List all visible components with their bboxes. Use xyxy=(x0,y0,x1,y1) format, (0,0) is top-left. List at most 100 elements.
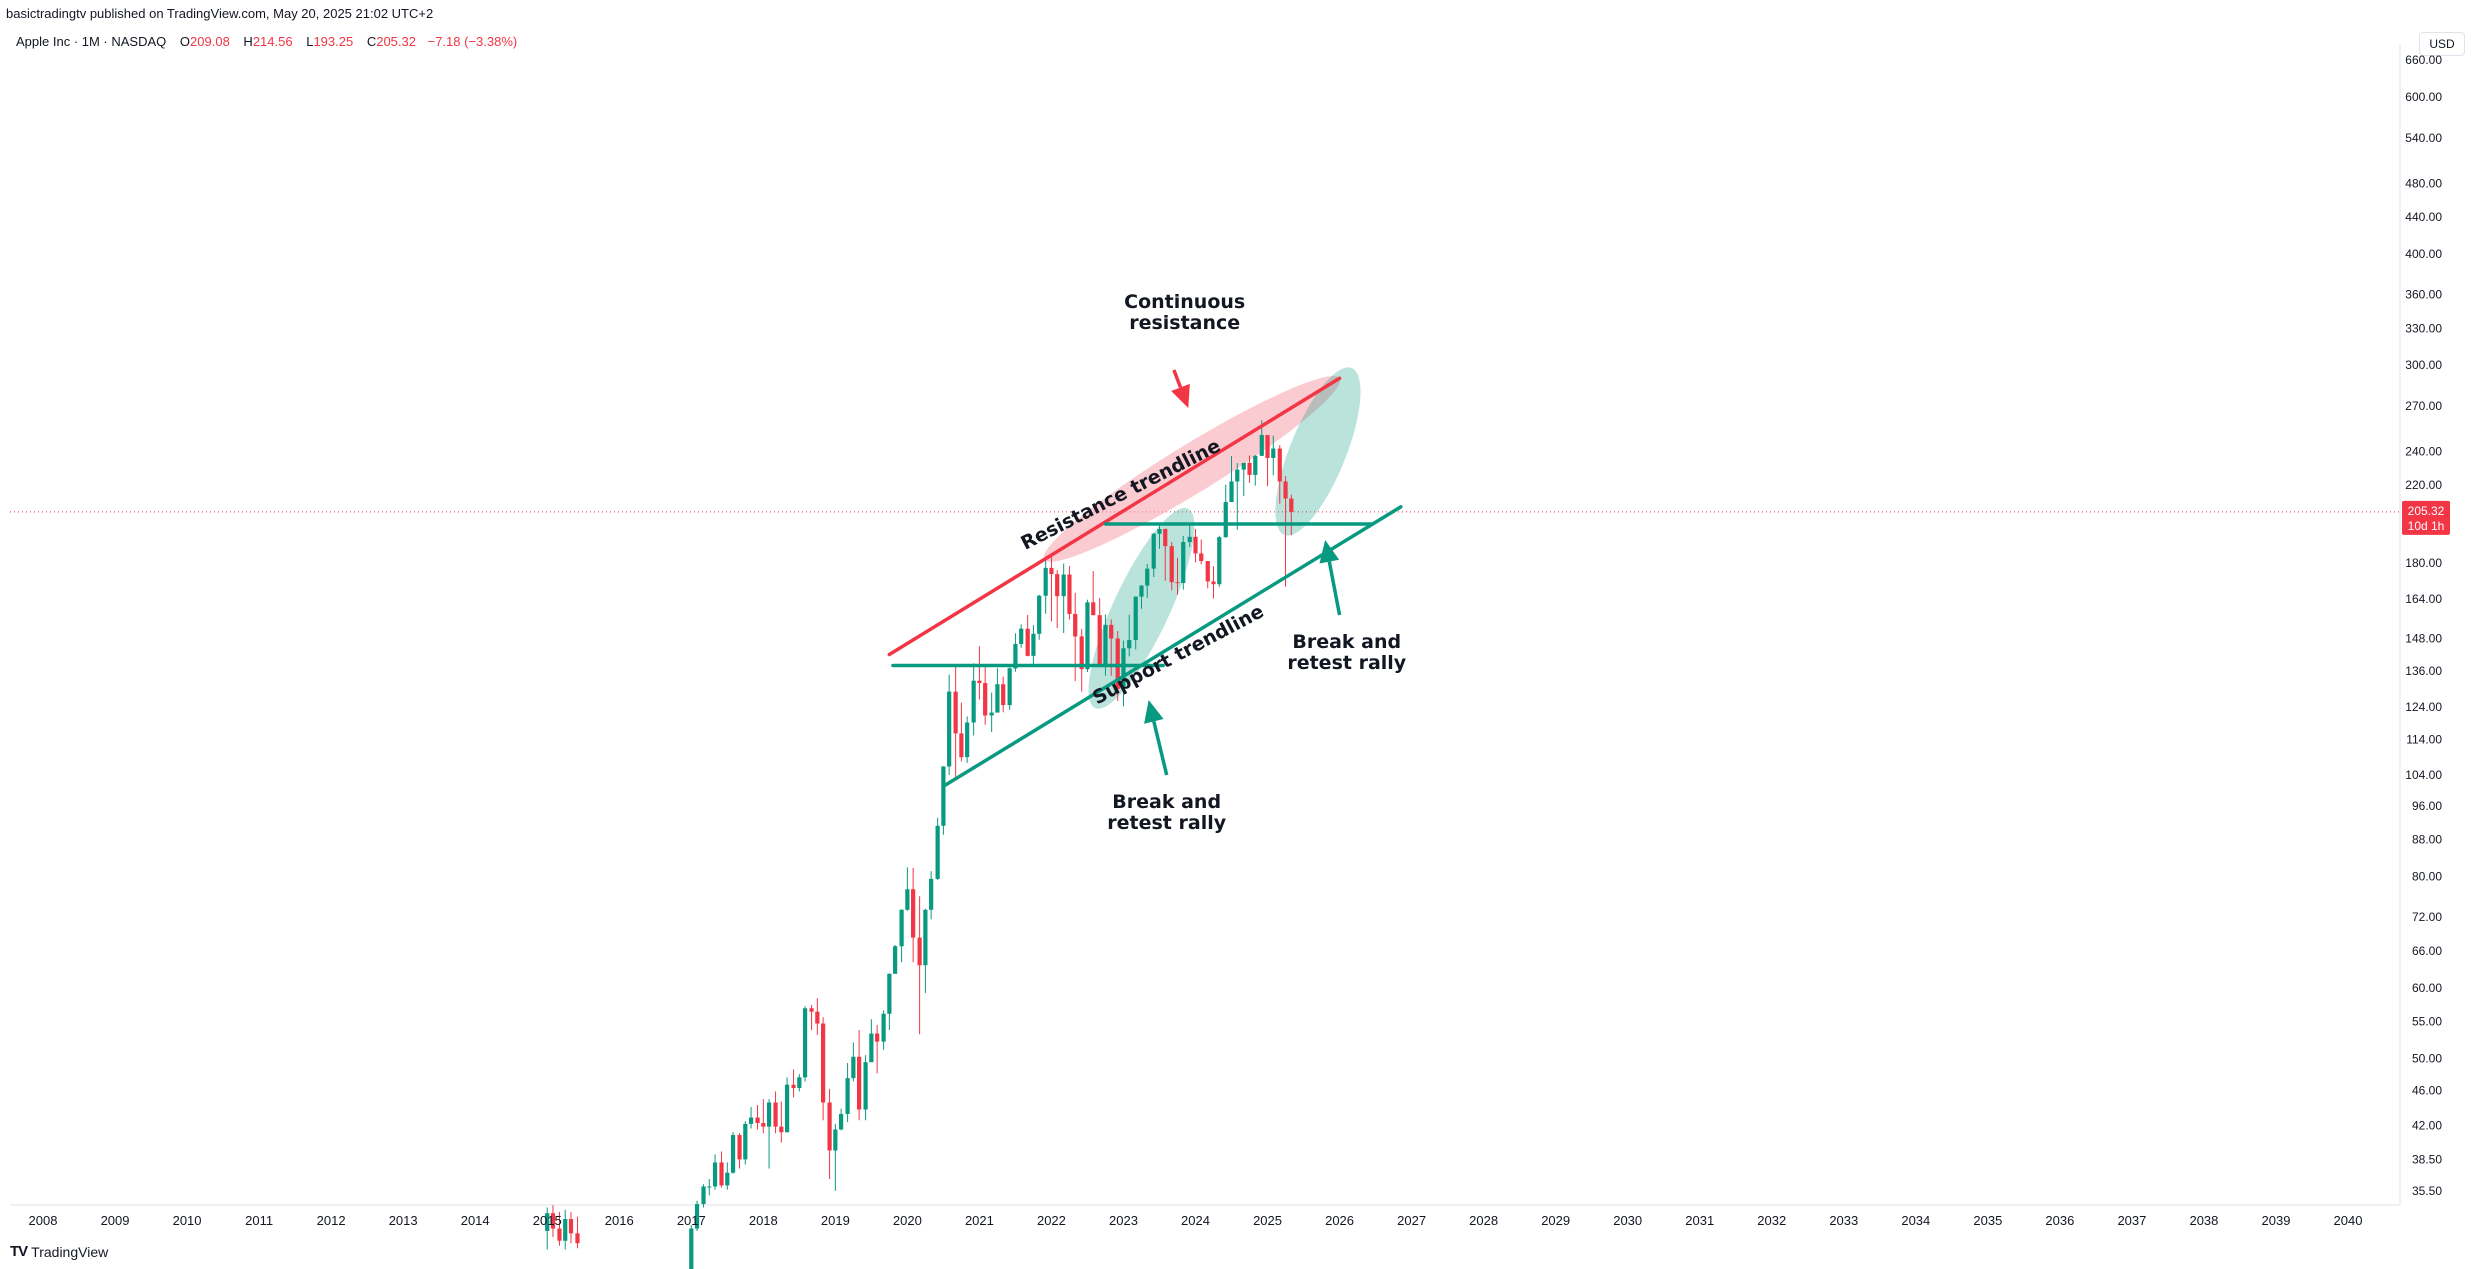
price-tick-label: 660.00 xyxy=(2405,53,2442,67)
currency-button[interactable]: USD xyxy=(2419,32,2465,56)
retest-zone-highlight-2025 xyxy=(1275,367,1361,536)
high-label: H xyxy=(243,34,253,49)
price-tick-label: 42.00 xyxy=(2412,1119,2442,1133)
time-tick-label: 2030 xyxy=(1613,1213,1642,1228)
arrow-shaft xyxy=(1327,561,1342,616)
candle-body xyxy=(1253,455,1258,475)
price-tick-label: 35.50 xyxy=(2412,1184,2442,1198)
candle-body xyxy=(905,889,910,910)
time-tick-label: 2025 xyxy=(1253,1213,1282,1228)
price-tick-label: 240.00 xyxy=(2405,444,2442,458)
candle-body xyxy=(797,1077,802,1089)
candle-body xyxy=(1205,561,1210,582)
candle-body xyxy=(1001,684,1006,706)
candle-body xyxy=(1031,633,1036,656)
candle-body xyxy=(575,1233,580,1244)
candle-body xyxy=(568,1219,574,1234)
symbol-name[interactable]: Apple Inc · 1M · NASDAQ xyxy=(16,34,167,49)
price-tick-label: 440.00 xyxy=(2405,210,2442,224)
candle-body xyxy=(809,1008,814,1012)
candle-body xyxy=(959,733,964,758)
break-retest-label-2025: Break and retest rally xyxy=(1287,631,1406,674)
arrow-shaft xyxy=(1152,720,1169,776)
candle-body xyxy=(1061,574,1066,597)
last-price-badge xyxy=(2402,500,2450,535)
open-label: O xyxy=(179,34,191,49)
candle-body xyxy=(1193,536,1198,554)
candle-body xyxy=(923,909,928,966)
candle-body xyxy=(1091,602,1096,616)
candle-body xyxy=(719,1162,724,1186)
price-tick-label: 480.00 xyxy=(2405,176,2442,190)
time-tick-label: 2032 xyxy=(1757,1213,1786,1228)
candle-body xyxy=(1175,582,1180,584)
candle-body xyxy=(857,1056,862,1110)
candle-body xyxy=(833,1129,838,1151)
price-tick-label: 60.00 xyxy=(2412,981,2442,995)
candle-body xyxy=(1097,615,1102,665)
price-tick-label: 360.00 xyxy=(2405,288,2442,302)
candle-body xyxy=(730,1135,736,1173)
support-arrow-icon-2025 xyxy=(1319,540,1342,616)
price-tick-label: 104.00 xyxy=(2405,768,2442,782)
candle-body xyxy=(929,878,934,910)
time-tick-label: 2019 xyxy=(821,1213,850,1228)
candle-body xyxy=(1235,469,1240,482)
candle-body xyxy=(971,680,976,723)
candle-body xyxy=(563,1219,568,1241)
candle-body xyxy=(773,1102,778,1127)
candle-body xyxy=(1085,602,1090,670)
candle-body xyxy=(917,937,922,966)
break-retest-label-2023: Break and retest rally xyxy=(1107,791,1226,834)
candle-body xyxy=(737,1135,742,1160)
candle-body xyxy=(983,683,988,716)
low-value: 193.25 xyxy=(313,34,354,49)
candle-body xyxy=(1211,581,1216,585)
price-tick-label: 270.00 xyxy=(2405,399,2442,413)
time-tick-label: 2021 xyxy=(965,1213,994,1228)
arrow-head xyxy=(1171,383,1190,408)
candle-body xyxy=(881,1013,886,1042)
candle-body xyxy=(707,1186,712,1188)
time-tick-label: 2034 xyxy=(1901,1213,1930,1228)
candle-body xyxy=(851,1056,856,1079)
candle-body xyxy=(791,1084,796,1089)
chart-grid xyxy=(10,44,2401,1206)
time-tick-label: 2036 xyxy=(2045,1213,2074,1228)
price-tick-label: 50.00 xyxy=(2412,1051,2442,1065)
candle-body xyxy=(712,1162,718,1187)
candle-body xyxy=(1157,529,1162,534)
candle-body xyxy=(965,722,970,758)
time-tick-label: 2008 xyxy=(29,1213,58,1228)
high-value: 214.56 xyxy=(252,34,293,49)
price-tick-label: 220.00 xyxy=(2405,478,2442,492)
arrow-head xyxy=(1144,700,1164,724)
candle-body xyxy=(1271,448,1276,458)
arrow-shaft xyxy=(1172,369,1183,389)
candle-body xyxy=(869,1033,874,1063)
price-tick-label: 600.00 xyxy=(2405,90,2442,104)
arrow-head xyxy=(1319,540,1340,564)
close-value: 205.32 xyxy=(376,34,416,49)
time-tick-label: 2031 xyxy=(1685,1213,1714,1228)
price-tick-label: 124.00 xyxy=(2405,700,2442,714)
time-tick-label: 2012 xyxy=(317,1213,346,1228)
candle-body xyxy=(1265,435,1270,458)
time-tick-label: 2016 xyxy=(605,1213,634,1228)
candle-body xyxy=(766,1102,772,1127)
candle-body xyxy=(893,946,898,974)
resistance-arrow-icon xyxy=(1171,369,1190,408)
price-tick-label: 114.00 xyxy=(2406,732,2442,746)
candle-body xyxy=(1043,567,1048,596)
candle-body xyxy=(1025,628,1030,656)
candle-body xyxy=(1019,628,1024,645)
time-tick-label: 2009 xyxy=(101,1213,130,1228)
candle-body xyxy=(1109,624,1114,639)
candle-body xyxy=(1169,546,1174,583)
footer-brand[interactable]: TV TradingView xyxy=(10,1242,108,1262)
candle-body xyxy=(1007,668,1012,706)
candle-body xyxy=(550,1213,556,1229)
candle-body xyxy=(947,691,952,767)
time-tick-label: 2033 xyxy=(1829,1213,1858,1228)
